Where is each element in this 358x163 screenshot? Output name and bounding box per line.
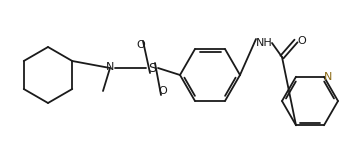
Text: N: N	[324, 72, 332, 82]
Text: O: O	[159, 86, 168, 96]
Text: N: N	[106, 62, 114, 72]
Text: O: O	[137, 40, 145, 50]
Text: O: O	[297, 36, 306, 46]
Text: S: S	[148, 61, 156, 74]
Text: NH: NH	[256, 38, 272, 48]
